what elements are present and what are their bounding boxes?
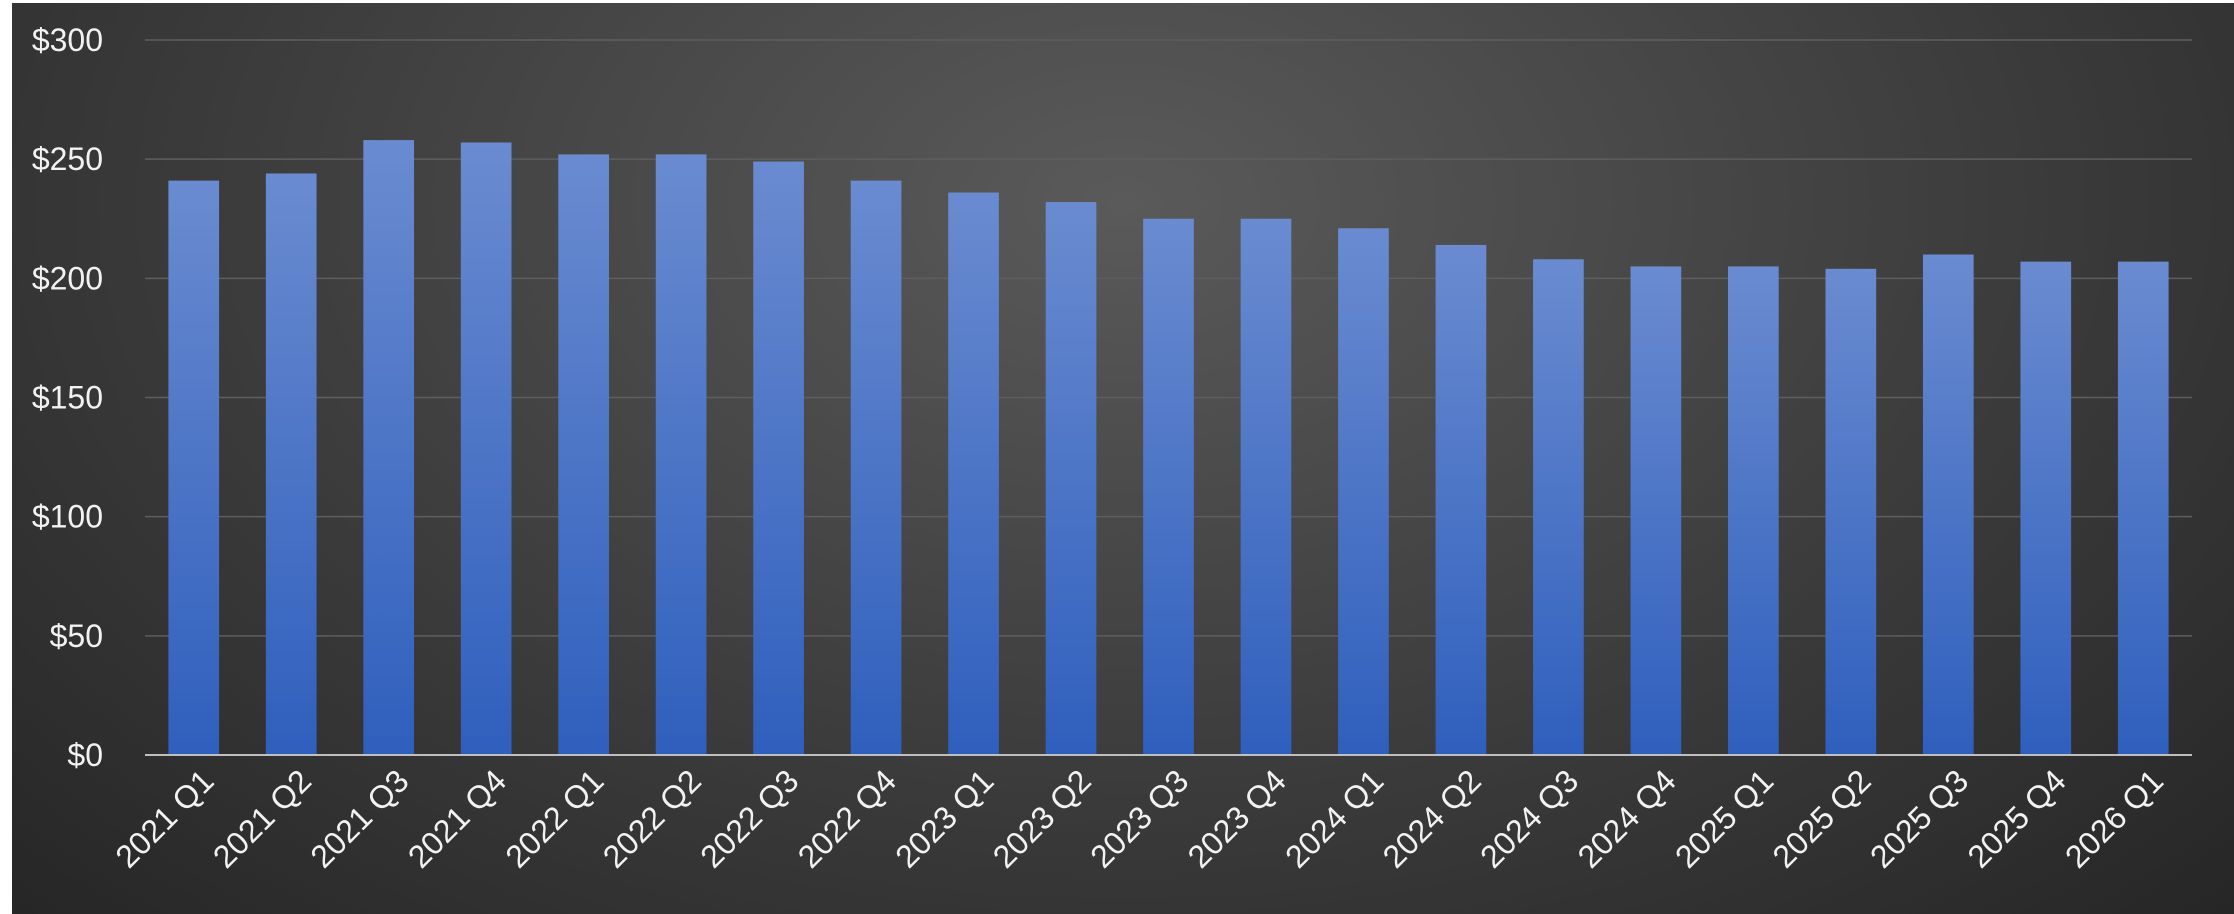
x-tick-label: 2021 Q2 [206,762,318,874]
bar [2117,261,2169,755]
x-tick-label: 2021 Q3 [303,762,415,874]
bar [363,140,415,756]
x-tick-label: 2021 Q1 [108,762,220,874]
bar [1728,266,1779,755]
bar [1045,202,1097,756]
y-tick-label: $100 [32,499,103,535]
x-tick-label: 2024 Q4 [1571,762,1683,874]
x-tick-label: 2023 Q1 [888,762,1000,874]
x-tick-label: 2021 Q4 [401,762,513,874]
x-tick-label: 2024 Q1 [1278,762,1390,874]
x-tick-label: 2023 Q2 [986,762,1098,874]
x-tick-label: 2026 Q1 [2058,762,2170,874]
y-tick-label: $300 [32,22,103,58]
bar [655,154,707,755]
bar [1240,218,1292,755]
x-tick-label: 2023 Q4 [1181,762,1293,874]
bar [1435,244,1487,755]
x-tick-label: 2024 Q2 [1376,762,1488,874]
bar [2020,261,2072,755]
x-tick-label: 2025 Q2 [1766,762,1878,874]
bar [1533,259,1584,755]
x-tick-label: 2022 Q3 [693,762,805,874]
y-tick-label: $200 [32,260,103,296]
bar [753,161,804,756]
y-tick-label: $0 [67,737,103,773]
bar [558,154,609,755]
bar [265,173,317,755]
x-tick-label: 2025 Q1 [1668,762,1780,874]
bar [850,180,902,755]
bar [1922,254,1974,755]
bar [1338,228,1389,756]
y-tick-label: $150 [32,380,103,416]
x-tick-label: 2022 Q4 [791,762,903,874]
x-tick-label: 2024 Q3 [1473,762,1585,874]
bar [168,180,220,755]
bar [1825,268,1877,755]
y-tick-label: $250 [32,141,103,177]
bar [460,142,512,755]
y-tick-label: $50 [50,618,103,654]
bar [1143,218,1194,755]
bar [948,192,999,756]
x-tick-label: 2022 Q2 [596,762,708,874]
x-tick-label: 2022 Q1 [498,762,610,874]
bars [168,140,2169,756]
x-tick-label: 2023 Q3 [1083,762,1195,874]
bar [1630,266,1682,755]
x-tick-label: 2025 Q4 [1960,762,2072,874]
x-tick-label: 2025 Q3 [1863,762,1975,874]
y-axis-tick-labels: $0 $50 $100 $150 $200 $250 $300 [32,22,103,773]
